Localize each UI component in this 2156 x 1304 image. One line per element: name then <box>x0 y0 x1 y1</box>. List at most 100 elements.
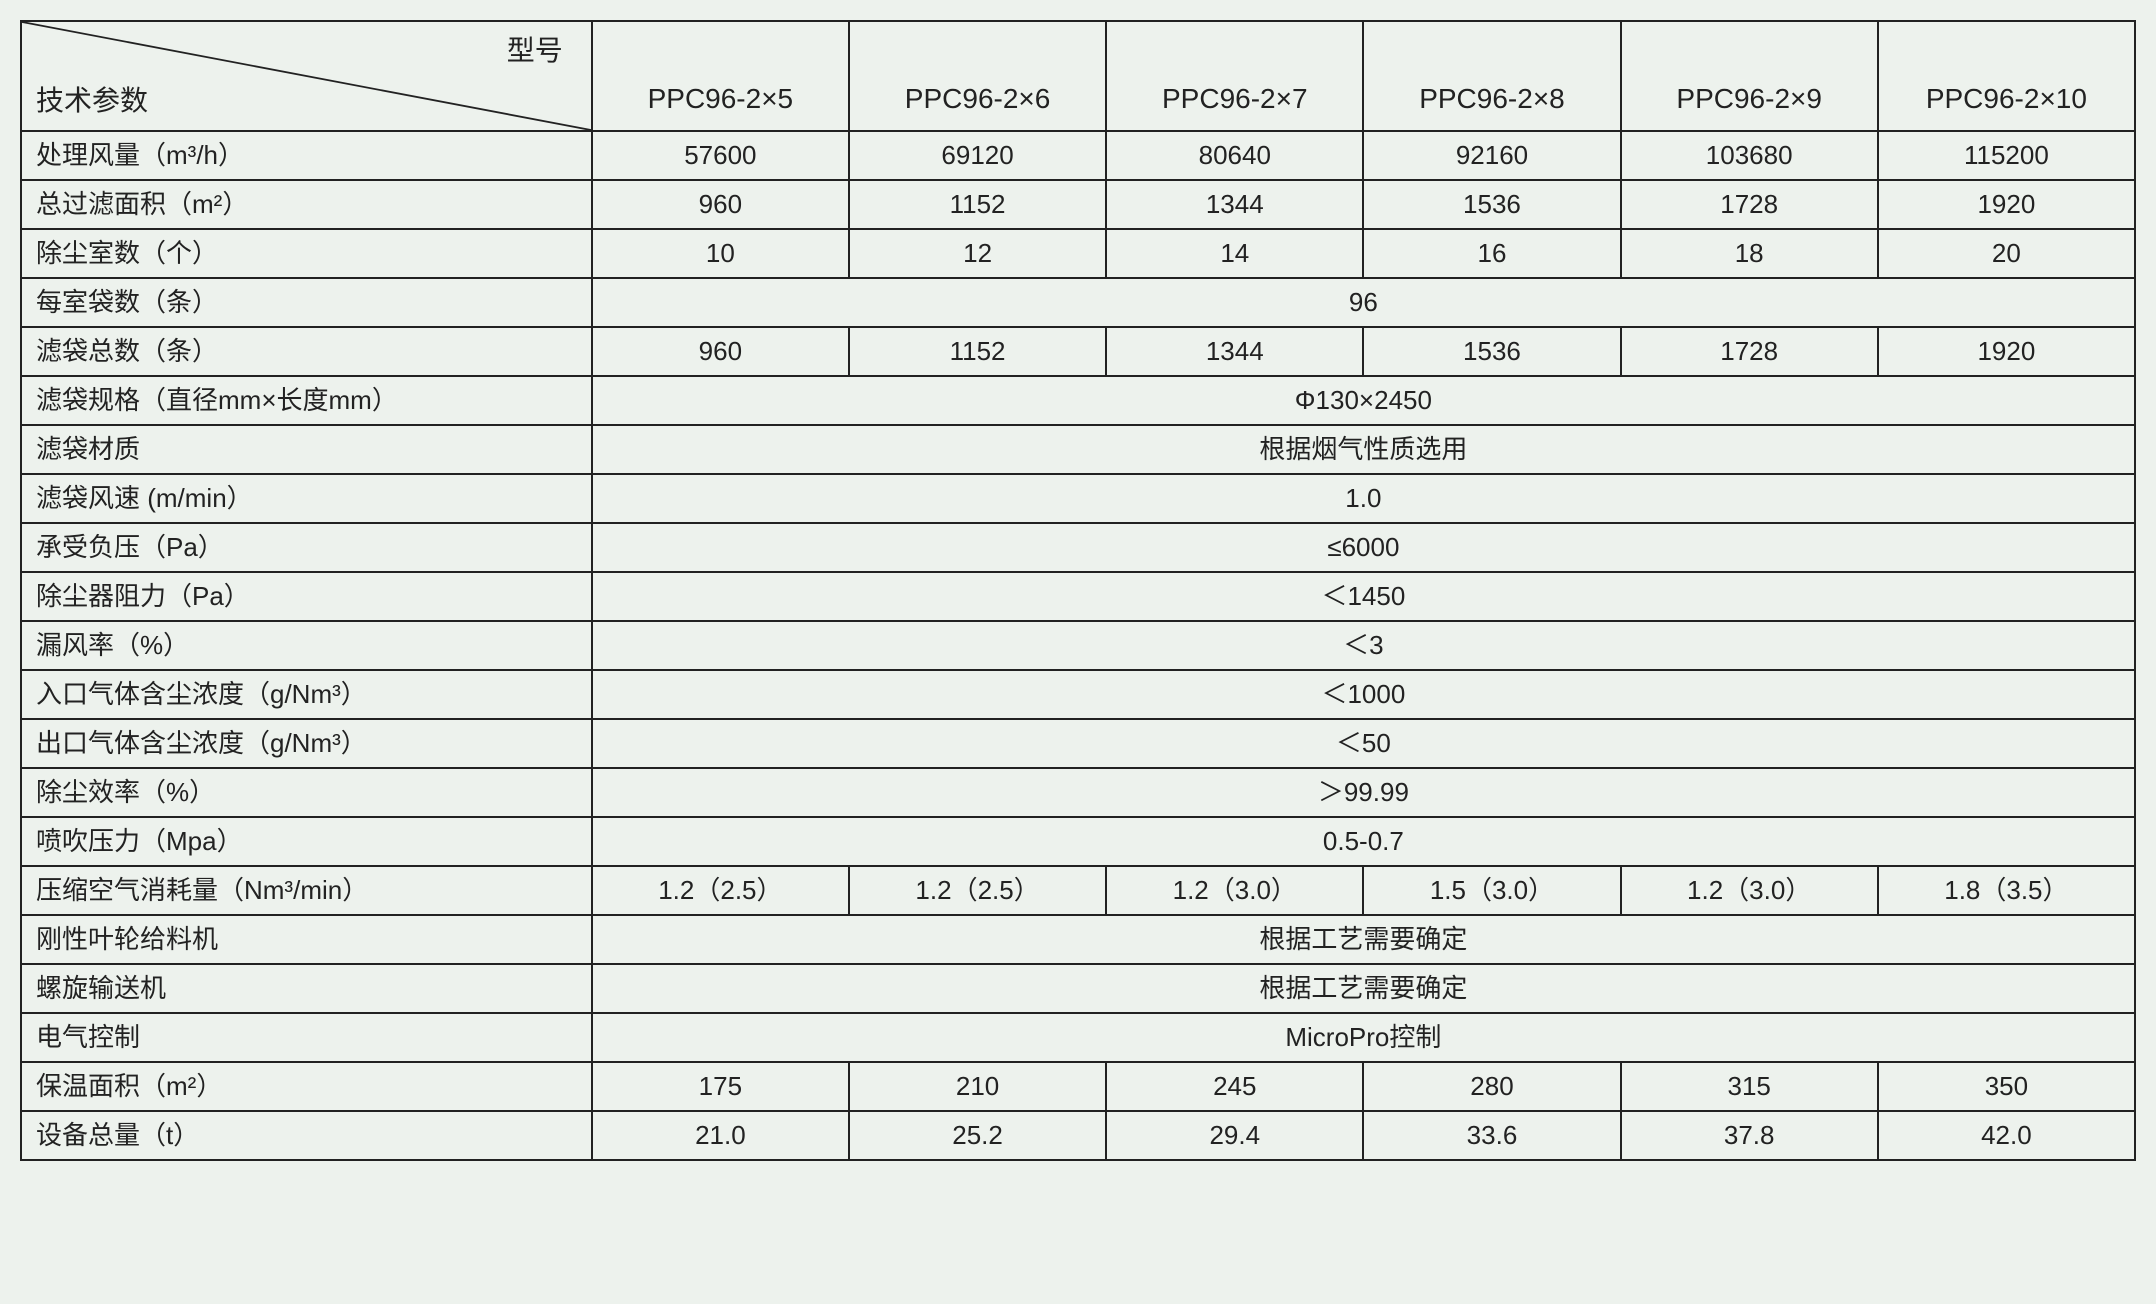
row-label: 压缩空气消耗量（Nm³/min） <box>21 866 592 915</box>
row-label: 电气控制 <box>21 1013 592 1062</box>
table-row: 除尘器阻力（Pa）＜1450 <box>21 572 2135 621</box>
row-value: 42.0 <box>1878 1111 2135 1160</box>
diagonal-header-cell: 型号 技术参数 <box>21 21 592 131</box>
row-value: 315 <box>1621 1062 1878 1111</box>
row-value: 18 <box>1621 229 1878 278</box>
row-label: 滤袋风速 (m/min） <box>21 474 592 523</box>
row-value: 1920 <box>1878 180 2135 229</box>
row-label: 滤袋总数（条） <box>21 327 592 376</box>
row-label: 除尘器阻力（Pa） <box>21 572 592 621</box>
table-row: 设备总量（t）21.025.229.433.637.842.0 <box>21 1111 2135 1160</box>
row-value: 1536 <box>1363 180 1620 229</box>
row-value-merged: ＞99.99 <box>592 768 2135 817</box>
row-value: 280 <box>1363 1062 1620 1111</box>
table-row: 滤袋规格（直径mm×长度mm）Φ130×2450 <box>21 376 2135 425</box>
row-value: 37.8 <box>1621 1111 1878 1160</box>
row-value-merged: 96 <box>592 278 2135 327</box>
row-value: 1.5（3.0） <box>1363 866 1620 915</box>
model-header: PPC96-2×8 <box>1363 21 1620 131</box>
row-label: 除尘效率（%） <box>21 768 592 817</box>
row-value: 115200 <box>1878 131 2135 180</box>
row-value: 69120 <box>849 131 1106 180</box>
row-value-merged: ＜50 <box>592 719 2135 768</box>
row-value: 1344 <box>1106 327 1363 376</box>
table-row: 除尘室数（个）101214161820 <box>21 229 2135 278</box>
row-value: 1.8（3.5） <box>1878 866 2135 915</box>
header-row: 型号 技术参数 PPC96-2×5 PPC96-2×6 PPC96-2×7 PP… <box>21 21 2135 131</box>
row-label: 刚性叶轮给料机 <box>21 915 592 964</box>
row-label: 滤袋材质 <box>21 425 592 474</box>
row-value: 210 <box>849 1062 1106 1111</box>
row-value-merged: ＜1000 <box>592 670 2135 719</box>
row-value-merged: 根据烟气性质选用 <box>592 425 2135 474</box>
spec-table: 型号 技术参数 PPC96-2×5 PPC96-2×6 PPC96-2×7 PP… <box>20 20 2136 1161</box>
row-value: 1728 <box>1621 180 1878 229</box>
row-value: 1.2（2.5） <box>592 866 849 915</box>
row-value-merged: ＜3 <box>592 621 2135 670</box>
model-header: PPC96-2×5 <box>592 21 849 131</box>
model-header: PPC96-2×10 <box>1878 21 2135 131</box>
table-row: 承受负压（Pa）≤6000 <box>21 523 2135 572</box>
header-param-label: 技术参数 <box>36 80 148 122</box>
table-row: 总过滤面积（m²）96011521344153617281920 <box>21 180 2135 229</box>
row-label: 出口气体含尘浓度（g/Nm³） <box>21 719 592 768</box>
row-value: 10 <box>592 229 849 278</box>
row-value: 960 <box>592 180 849 229</box>
row-value: 1.2（3.0） <box>1106 866 1363 915</box>
row-value: 1.2（2.5） <box>849 866 1106 915</box>
row-value: 1152 <box>849 327 1106 376</box>
row-value-merged: MicroPro控制 <box>592 1013 2135 1062</box>
model-header: PPC96-2×9 <box>1621 21 1878 131</box>
row-label: 保温面积（m²） <box>21 1062 592 1111</box>
row-value: 80640 <box>1106 131 1363 180</box>
table-row: 出口气体含尘浓度（g/Nm³）＜50 <box>21 719 2135 768</box>
row-value: 21.0 <box>592 1111 849 1160</box>
row-value: 960 <box>592 327 849 376</box>
table-row: 螺旋输送机根据工艺需要确定 <box>21 964 2135 1013</box>
row-label: 滤袋规格（直径mm×长度mm） <box>21 376 592 425</box>
row-value: 16 <box>1363 229 1620 278</box>
row-value: 14 <box>1106 229 1363 278</box>
table-body: 处理风量（m³/h）576006912080640921601036801152… <box>21 131 2135 1160</box>
table-row: 除尘效率（%）＞99.99 <box>21 768 2135 817</box>
row-value: 12 <box>849 229 1106 278</box>
table-row: 每室袋数（条）96 <box>21 278 2135 327</box>
table-row: 入口气体含尘浓度（g/Nm³）＜1000 <box>21 670 2135 719</box>
row-value-merged: ＜1450 <box>592 572 2135 621</box>
row-label: 每室袋数（条） <box>21 278 592 327</box>
table-row: 刚性叶轮给料机根据工艺需要确定 <box>21 915 2135 964</box>
row-value: 1536 <box>1363 327 1620 376</box>
row-label: 处理风量（m³/h） <box>21 131 592 180</box>
table-row: 喷吹压力（Mpa）0.5-0.7 <box>21 817 2135 866</box>
table-row: 处理风量（m³/h）576006912080640921601036801152… <box>21 131 2135 180</box>
row-value: 57600 <box>592 131 849 180</box>
table-row: 滤袋风速 (m/min）1.0 <box>21 474 2135 523</box>
row-label: 总过滤面积（m²） <box>21 180 592 229</box>
row-value-merged: Φ130×2450 <box>592 376 2135 425</box>
table-row: 电气控制MicroPro控制 <box>21 1013 2135 1062</box>
table-row: 压缩空气消耗量（Nm³/min）1.2（2.5）1.2（2.5）1.2（3.0）… <box>21 866 2135 915</box>
table-row: 滤袋总数（条）96011521344153617281920 <box>21 327 2135 376</box>
row-value: 33.6 <box>1363 1111 1620 1160</box>
row-value-merged: 1.0 <box>592 474 2135 523</box>
row-label: 设备总量（t） <box>21 1111 592 1160</box>
row-value-merged: 根据工艺需要确定 <box>592 964 2135 1013</box>
row-label: 入口气体含尘浓度（g/Nm³） <box>21 670 592 719</box>
row-value: 1920 <box>1878 327 2135 376</box>
row-value: 29.4 <box>1106 1111 1363 1160</box>
row-value: 92160 <box>1363 131 1620 180</box>
model-header: PPC96-2×7 <box>1106 21 1363 131</box>
row-label: 喷吹压力（Mpa） <box>21 817 592 866</box>
row-value: 1728 <box>1621 327 1878 376</box>
row-label: 除尘室数（个） <box>21 229 592 278</box>
table-row: 漏风率（%）＜3 <box>21 621 2135 670</box>
row-value: 175 <box>592 1062 849 1111</box>
row-value-merged: ≤6000 <box>592 523 2135 572</box>
row-value: 1344 <box>1106 180 1363 229</box>
row-value: 20 <box>1878 229 2135 278</box>
row-label: 漏风率（%） <box>21 621 592 670</box>
table-row: 滤袋材质根据烟气性质选用 <box>21 425 2135 474</box>
row-value: 350 <box>1878 1062 2135 1111</box>
row-value: 245 <box>1106 1062 1363 1111</box>
row-value-merged: 0.5-0.7 <box>592 817 2135 866</box>
